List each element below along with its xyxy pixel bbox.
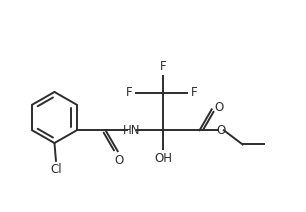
Text: HN: HN xyxy=(123,124,140,137)
Text: Cl: Cl xyxy=(50,163,62,176)
Text: F: F xyxy=(126,86,133,99)
Text: OH: OH xyxy=(154,152,172,165)
Text: O: O xyxy=(115,154,124,167)
Text: F: F xyxy=(160,60,166,73)
Text: F: F xyxy=(190,86,197,99)
Text: O: O xyxy=(216,124,226,137)
Text: O: O xyxy=(214,101,223,114)
